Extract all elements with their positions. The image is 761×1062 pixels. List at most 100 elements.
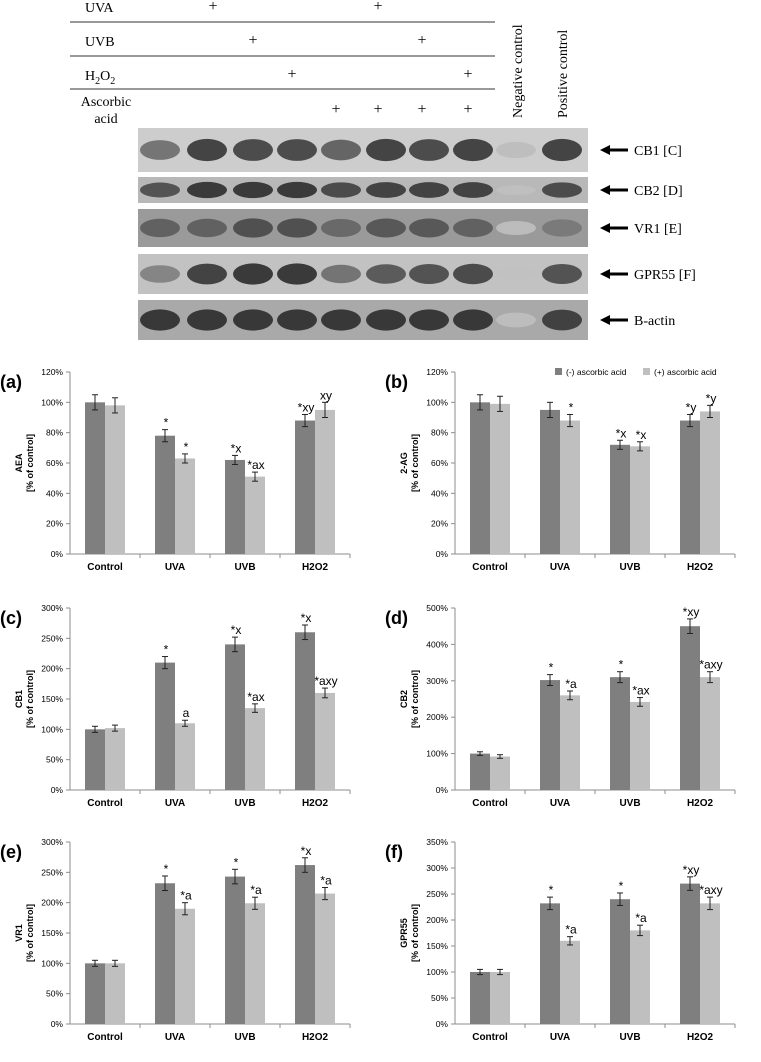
bar-minus-ascorbic xyxy=(470,972,490,1024)
significance-label: xy xyxy=(320,388,332,402)
blot-band xyxy=(233,263,273,285)
panel-label: (f) xyxy=(385,842,403,862)
significance-label: * xyxy=(164,643,169,657)
blot-band xyxy=(187,181,227,199)
significance-label: * xyxy=(184,440,189,454)
significance-label: *axy xyxy=(699,883,722,897)
x-tick-label: UVA xyxy=(550,1032,570,1043)
bar-minus-ascorbic xyxy=(225,459,245,554)
band-label: CB2 [D] xyxy=(634,184,683,199)
y-tick-label: 0% xyxy=(436,549,449,559)
condition-label: Ascorbic acid xyxy=(81,95,132,127)
band-label: GPR55 [F] xyxy=(634,268,696,283)
y-tick-label: 0% xyxy=(436,785,449,795)
significance-label: * xyxy=(234,855,239,869)
panel-e-vr1-chart: (e) VR1 [% of control] 0% 50% 100% 150% 200% 250… xyxy=(0,830,370,1060)
bar-minus-ascorbic xyxy=(540,409,560,554)
plus-mark: + xyxy=(287,66,296,83)
x-tick-label: H2O2 xyxy=(302,562,329,573)
y-tick-label: 80% xyxy=(431,428,448,438)
y-tick-label: 50% xyxy=(431,993,448,1003)
blot-band xyxy=(233,181,273,199)
bar-minus-ascorbic xyxy=(155,435,175,554)
control-column-headers: Negative control Positive control xyxy=(511,24,571,118)
blot-band xyxy=(453,138,493,162)
blot-band xyxy=(409,218,449,238)
bar-plus-ascorbic xyxy=(245,476,265,554)
blot-band xyxy=(409,264,449,284)
bar-minus-ascorbic xyxy=(295,632,315,790)
plus-mark: + xyxy=(463,101,472,118)
bar-plus-ascorbic xyxy=(245,708,265,790)
bar-plus-ascorbic xyxy=(490,972,510,1024)
blot-band xyxy=(321,218,361,238)
x-tick-label: H2O2 xyxy=(687,1032,714,1043)
plus-mark: + xyxy=(417,32,426,49)
y-tick-label: 100% xyxy=(41,958,63,968)
y-tick-label: 200% xyxy=(426,915,448,925)
treatment-conditions: UVA + + UVB + + H2O2 + + Ascorbic acid + + + + xyxy=(70,0,495,127)
bar-plus-ascorbic xyxy=(105,728,125,790)
y-axis-sublabel: [% of control] xyxy=(25,434,35,492)
x-tick-label: H2O2 xyxy=(302,1032,329,1043)
significance-label: * xyxy=(549,661,554,675)
band-label: CB1 [C] xyxy=(634,144,682,159)
plus-mark: + xyxy=(417,101,426,118)
blot-band xyxy=(542,309,582,331)
blot-band xyxy=(233,309,273,331)
plus-mark: + xyxy=(373,101,382,118)
blot-band xyxy=(542,182,582,198)
blot-band xyxy=(321,264,361,284)
plus-mark: + xyxy=(331,101,340,118)
y-tick-label: 100% xyxy=(41,397,63,407)
condition-row: UVA + + xyxy=(85,0,383,16)
bar-minus-ascorbic xyxy=(85,402,105,554)
significance-label: *a xyxy=(635,911,647,925)
panel-d-cb2-chart: (d) CB2 [% of control] 0% 100% 200% 300% 400% 50… xyxy=(385,596,755,826)
blot-band xyxy=(187,263,227,285)
bar-plus-ascorbic xyxy=(315,409,335,554)
panel-label: (a) xyxy=(0,372,22,392)
significance-label: * xyxy=(164,862,169,876)
panel-label: (b) xyxy=(385,372,408,392)
blot-band xyxy=(453,309,493,331)
bar-plus-ascorbic xyxy=(490,403,510,554)
panel-a-aea-chart: (a) AEA [% of control] 0% 20% 40% 60% 80% 100% 12… xyxy=(0,360,370,590)
condition-label: UVA xyxy=(85,1,114,16)
bar-minus-ascorbic xyxy=(295,865,315,1024)
blot-band xyxy=(140,140,180,160)
bar-plus-ascorbic xyxy=(490,756,510,790)
blot-band xyxy=(321,309,361,331)
panel-label: (c) xyxy=(0,608,22,628)
condition-row: H2O2 + + xyxy=(85,66,473,87)
significance-label: *y xyxy=(686,400,697,414)
y-tick-label: 250% xyxy=(41,867,63,877)
bar-minus-ascorbic xyxy=(610,444,630,554)
y-tick-label: 300% xyxy=(426,676,448,686)
blot-band xyxy=(187,218,227,238)
y-tick-label: 150% xyxy=(41,928,63,938)
blot-band xyxy=(277,181,317,199)
bar-plus-ascorbic xyxy=(560,420,580,554)
blot-band xyxy=(453,218,493,238)
x-tick-label: UVA xyxy=(165,562,185,573)
significance-label: *ax xyxy=(247,458,264,472)
y-tick-label: 300% xyxy=(426,863,448,873)
panel-c-cb1-chart: (c) CB1 [% of control] 0% 50% 100% 150% 200% 250… xyxy=(0,596,370,826)
significance-label: *x xyxy=(636,428,647,442)
significance-label: *xy xyxy=(683,605,700,619)
y-tick-label: 40% xyxy=(46,488,63,498)
bar-minus-ascorbic xyxy=(155,662,175,790)
x-tick-label: UVA xyxy=(165,798,185,809)
significance-label: *x xyxy=(616,426,627,440)
blot-band xyxy=(140,182,180,198)
bar-minus-ascorbic xyxy=(610,677,630,790)
x-tick-label: Control xyxy=(472,562,508,573)
x-tick-label: UVB xyxy=(619,562,640,573)
bar-plus-ascorbic xyxy=(560,940,580,1024)
y-tick-label: 100% xyxy=(426,967,448,977)
x-tick-label: UVB xyxy=(619,798,640,809)
y-axis-label: VR1 xyxy=(14,924,24,942)
panel-f-gpr55-chart: (f) GPR55 [% of control] 0% 50% 100% 150% 200% 2… xyxy=(385,830,755,1060)
blot-band xyxy=(321,182,361,198)
